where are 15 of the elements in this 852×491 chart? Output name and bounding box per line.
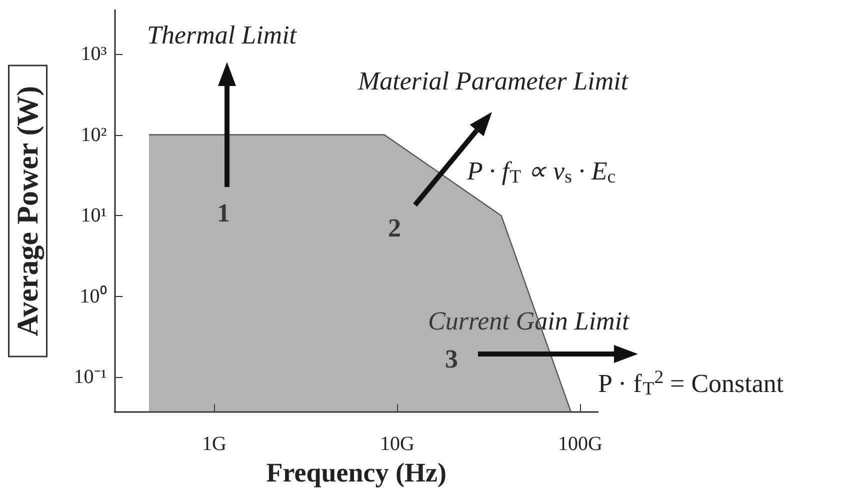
y-tick-label: 10⁰ xyxy=(80,284,107,308)
x-tick-label: 1G xyxy=(202,433,226,456)
annotation: Thermal Limit xyxy=(147,20,298,50)
y-tick-label: 10² xyxy=(80,124,107,146)
annotation: Material Parameter Limit xyxy=(357,66,629,96)
annotation: 3 xyxy=(445,344,458,374)
y-tick-label: 10⁻¹ xyxy=(74,366,107,388)
x-tick-label: 100G xyxy=(558,433,602,456)
annotation: 1 xyxy=(217,198,230,228)
y-axis-title: Average Power (W) xyxy=(11,86,44,336)
y-tick-label: 10³ xyxy=(80,42,107,65)
y-tick-label: 10¹ xyxy=(80,204,107,227)
x-axis-title: Frequency (Hz) xyxy=(266,458,446,488)
x-tick-label: 10G xyxy=(380,433,414,456)
annotation: 2 xyxy=(388,214,401,242)
